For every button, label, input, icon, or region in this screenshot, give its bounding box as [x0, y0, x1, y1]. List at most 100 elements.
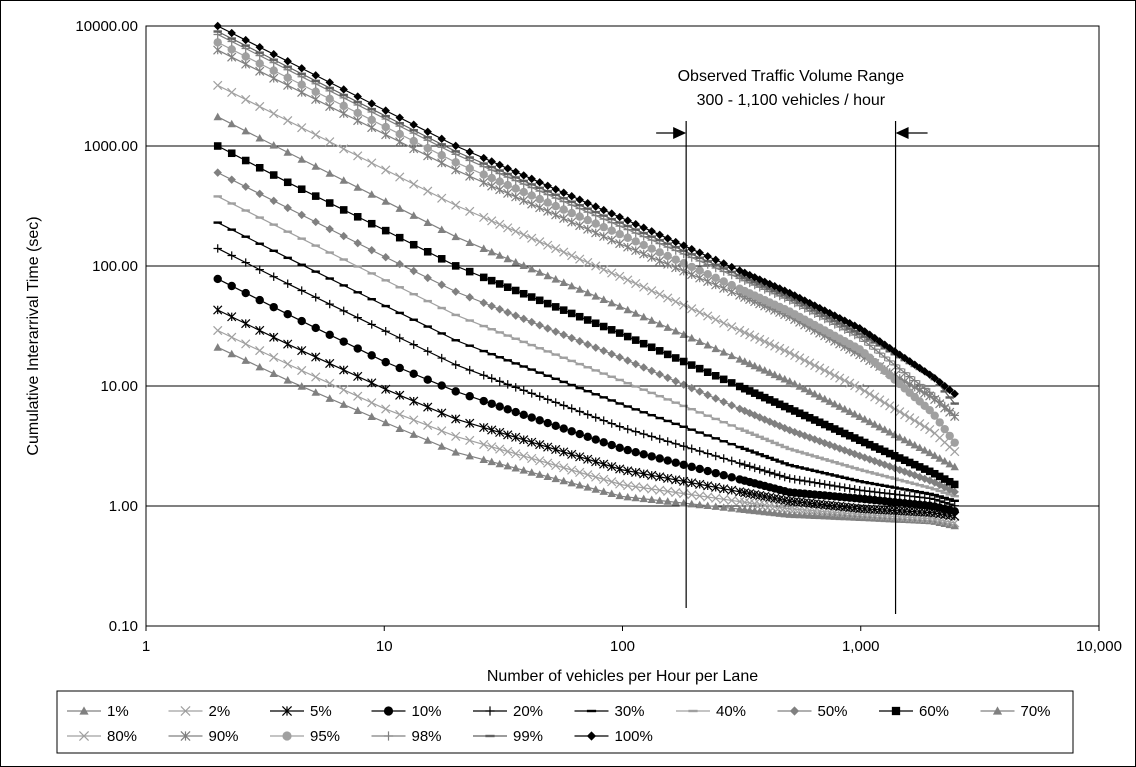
data-point — [599, 396, 608, 399]
data-point — [519, 435, 529, 445]
data-point — [535, 237, 545, 247]
data-point — [770, 341, 780, 351]
data-point — [950, 480, 959, 489]
data-point — [607, 440, 616, 450]
data-point — [719, 267, 728, 270]
data-point — [830, 399, 839, 408]
data-point — [551, 444, 561, 455]
data-point — [655, 248, 664, 257]
data-point — [575, 212, 584, 221]
data-point — [815, 392, 824, 400]
data-point — [900, 456, 909, 465]
data-point — [945, 396, 954, 399]
data-point — [655, 496, 664, 504]
data-point — [283, 148, 292, 156]
data-point — [885, 485, 894, 488]
data-point — [890, 477, 899, 480]
data-point — [607, 268, 617, 278]
data-point — [227, 202, 236, 205]
data-point — [915, 419, 925, 429]
data-point — [519, 261, 528, 269]
data-point — [409, 144, 419, 154]
data-point — [719, 484, 729, 494]
data-point — [381, 114, 390, 118]
data-point — [395, 121, 404, 125]
data-point — [551, 244, 561, 254]
data-point — [615, 302, 624, 310]
data-point — [241, 209, 250, 212]
data-point — [890, 452, 899, 460]
data-point — [687, 428, 696, 431]
data-point — [688, 709, 698, 713]
data-point — [825, 440, 834, 450]
data-point — [719, 348, 728, 356]
data-point — [213, 305, 223, 315]
data-point — [519, 230, 529, 240]
data-point — [353, 183, 362, 191]
data-point — [711, 273, 720, 283]
data-point — [880, 474, 889, 478]
data-point — [687, 244, 696, 254]
data-point — [790, 449, 799, 452]
data-point — [485, 706, 495, 716]
data-point — [805, 387, 814, 395]
data-point — [615, 271, 625, 282]
data-point — [575, 254, 585, 264]
data-point — [671, 377, 680, 386]
data-point — [607, 489, 616, 497]
data-point — [353, 115, 363, 126]
data-point — [311, 372, 321, 382]
data-point — [830, 461, 839, 464]
data-point — [760, 466, 769, 476]
data-point — [451, 414, 461, 424]
data-point — [511, 362, 520, 365]
data-point — [503, 430, 513, 440]
data-point — [790, 427, 799, 437]
data-point — [615, 238, 625, 249]
data-point — [750, 433, 759, 436]
data-point — [339, 284, 348, 287]
data-point — [586, 709, 597, 713]
data-point — [695, 479, 705, 489]
data-point — [353, 238, 362, 248]
data-point — [815, 456, 824, 459]
data-point — [535, 456, 545, 466]
data-point — [925, 388, 934, 397]
data-point — [845, 327, 854, 330]
data-point — [719, 397, 728, 407]
data-point — [339, 144, 349, 154]
legend-item: 100% — [574, 728, 653, 745]
data-point — [353, 265, 362, 268]
data-point — [815, 437, 824, 446]
data-point — [785, 404, 794, 413]
data-point — [283, 230, 292, 233]
data-point — [381, 327, 390, 336]
data-point — [543, 198, 552, 207]
data-point — [719, 503, 728, 511]
series-line — [217, 33, 956, 417]
data-point — [255, 325, 265, 336]
data-point — [511, 286, 520, 295]
data-point — [895, 465, 904, 475]
series-100pct — [213, 21, 959, 399]
data-point — [765, 339, 775, 349]
data-point — [339, 101, 348, 111]
data-point — [760, 277, 769, 286]
data-point — [655, 347, 664, 355]
data-point — [719, 494, 729, 504]
data-point — [950, 446, 960, 457]
legend-label: 60% — [919, 703, 949, 720]
data-point — [487, 328, 496, 331]
data-point — [527, 183, 536, 186]
data-point — [719, 318, 729, 328]
data-point — [487, 157, 496, 166]
data-point — [465, 392, 474, 401]
data-point — [255, 362, 264, 371]
data-point — [719, 277, 728, 286]
plot-border — [145, 25, 1100, 627]
data-point — [591, 343, 600, 352]
data-point — [915, 443, 924, 452]
data-point — [655, 394, 664, 398]
data-point — [760, 336, 770, 347]
data-point — [311, 87, 320, 96]
